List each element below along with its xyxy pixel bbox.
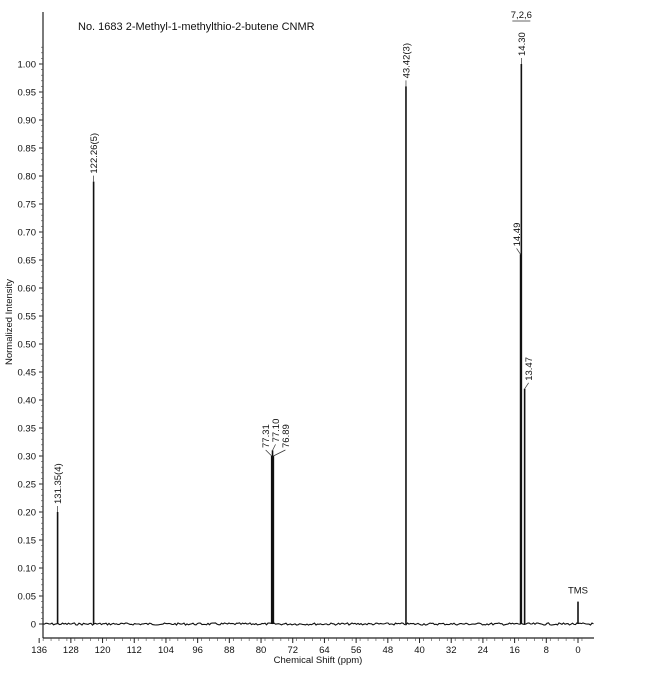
x-tick-label: 96 (192, 645, 203, 656)
y-tick-label: 0.05 (18, 592, 37, 603)
peak-group-label: 7,2,6 (511, 10, 532, 21)
x-tick-label: 88 (224, 645, 235, 656)
axis-ticks: 0 0.05 0.10 0.15 0.20 0.25 0.30 0.35 0.40 0.45 0.5… (18, 46, 583, 656)
y-tick-label: 0.20 (18, 508, 37, 519)
peak-label: 77.31 (261, 424, 272, 448)
y-tick-label: 0 (31, 620, 36, 631)
x-tick-label: 120 (95, 645, 111, 656)
y-tick-label: 0.90 (18, 116, 37, 127)
peak-label: 43.42(3) (401, 43, 412, 78)
spectrum-trace (42, 64, 594, 626)
y-tick-label: 0.65 (18, 256, 37, 267)
x-tick-label: 112 (127, 645, 142, 656)
peak-label: TMS (568, 586, 588, 597)
y-tick-label: 0.45 (18, 368, 37, 379)
y-tick-label: 0.35 (18, 424, 37, 435)
y-tick-label: 0.40 (18, 396, 37, 407)
peak-leader (272, 444, 276, 451)
x-tick-label: 136 (31, 645, 47, 656)
x-tick-label: 40 (414, 645, 425, 656)
peak-label: 131.35(4) (53, 463, 64, 504)
peak-label: 14.30 (517, 32, 528, 56)
x-tick-label: 8 (544, 645, 549, 656)
x-tick-label: 72 (287, 645, 298, 656)
peak-leader (524, 382, 529, 389)
y-tick-label: 0.30 (18, 452, 37, 463)
x-tick-label: 64 (319, 645, 330, 656)
spectrum-baseline (42, 622, 594, 626)
peak-label: 76.89 (281, 424, 292, 448)
peak-leader (273, 449, 286, 457)
y-tick-label: 0.95 (18, 88, 37, 99)
x-tick-label: 80 (256, 645, 267, 656)
x-tick-label: 16 (509, 645, 520, 656)
axes (42, 12, 594, 639)
y-tick-label: 1.00 (18, 60, 37, 71)
x-tick-label: 48 (383, 645, 394, 656)
y-tick-label: 0.15 (18, 536, 37, 547)
y-axis-label: Normalized Intensity (4, 279, 15, 365)
y-tick-label: 0.75 (18, 200, 37, 211)
y-tick-label: 0.70 (18, 228, 37, 239)
y-tick-label: 0.60 (18, 284, 37, 295)
y-tick-label: 0.85 (18, 144, 37, 155)
x-axis-label: Chemical Shift (ppm) (274, 655, 363, 666)
x-tick-label: 128 (63, 645, 79, 656)
peak-leader (265, 449, 272, 457)
y-tick-label: 0.55 (18, 312, 37, 323)
peak-label: 122.26(5) (89, 133, 100, 174)
x-tick-label: 24 (478, 645, 489, 656)
peak-leader (516, 248, 521, 255)
peak-label: 77.10 (271, 419, 282, 443)
peak-label: 13.47 (524, 357, 535, 381)
chart-title: No. 1683 2-Methyl-1-methylthio-2-butene … (78, 21, 315, 33)
x-tick-label: 104 (158, 645, 174, 656)
x-tick-label: 32 (446, 645, 457, 656)
y-tick-label: 0.10 (18, 564, 37, 575)
y-tick-label: 0.80 (18, 172, 37, 183)
y-tick-label: 0.50 (18, 340, 37, 351)
x-tick-label: 56 (351, 645, 362, 656)
y-tick-label: 0.25 (18, 480, 37, 491)
peak-label: 14.49 (512, 223, 523, 247)
x-tick-label: 0 (575, 645, 580, 656)
